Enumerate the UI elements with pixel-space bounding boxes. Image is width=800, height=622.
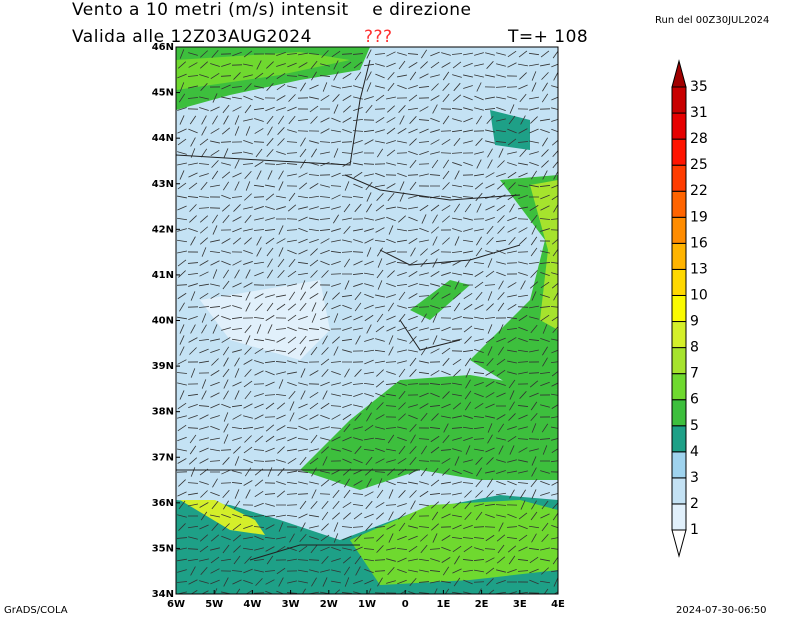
colorbar-box <box>672 295 686 321</box>
colorbar-end <box>672 530 686 556</box>
footer-left: GrADS/COLA <box>4 605 68 616</box>
barb <box>254 593 264 594</box>
lon-label: 4E <box>551 599 565 610</box>
colorbar-label: 28 <box>690 131 708 147</box>
map-field <box>176 47 561 598</box>
lon-label: 2E <box>475 599 489 610</box>
lon-label: 3E <box>513 599 527 610</box>
footer-right: 2024-07-30-06:50 <box>676 605 767 616</box>
lat-label: 38N <box>152 407 174 418</box>
barb <box>287 505 297 506</box>
colorbar-box <box>672 139 686 165</box>
lat-label: 46N <box>152 42 174 53</box>
colorbar-box <box>672 478 686 504</box>
colorbar-box <box>672 113 686 139</box>
lon-label: 6W <box>167 599 185 610</box>
lon-label: 0 <box>402 599 409 610</box>
colorbar-label: 4 <box>690 444 699 460</box>
lon-label: 1E <box>437 599 451 610</box>
colorbar-label: 31 <box>690 105 708 121</box>
colorbar-box <box>672 322 686 348</box>
colorbar-label: 10 <box>690 287 708 303</box>
lat-label: 43N <box>152 179 174 190</box>
colorbar-box <box>672 217 686 243</box>
colorbar-box <box>672 243 686 269</box>
lat-label: 44N <box>152 133 174 144</box>
colorbar-box <box>672 400 686 426</box>
colorbar-label: 22 <box>690 183 708 199</box>
colorbar-box <box>672 504 686 530</box>
barb <box>485 527 495 528</box>
colorbar-label: 9 <box>690 314 699 330</box>
title: Vento a 10 metri (m/s) intensit e direzi… <box>72 0 471 20</box>
barb <box>331 274 341 275</box>
lat-label: 37N <box>152 452 174 463</box>
colorbar-label: 3 <box>690 470 699 486</box>
lat-label: 36N <box>152 498 174 509</box>
colorbar-label: 2 <box>690 496 699 512</box>
colorbar-box <box>672 269 686 295</box>
lat-label: 42N <box>152 224 174 235</box>
colorbar-box <box>672 165 686 191</box>
lon-label: 3W <box>282 599 300 610</box>
valid-time: Valida alle 12Z03AUG2024 <box>72 27 312 47</box>
barb <box>320 494 330 495</box>
barb <box>375 593 385 594</box>
barb <box>397 153 407 154</box>
colorbar-box <box>672 191 686 217</box>
colorbar-label: 13 <box>690 261 708 277</box>
forecast-step: T=+ 108 <box>507 27 588 47</box>
colorbar-label: 19 <box>690 209 708 225</box>
colorbar-label: 5 <box>690 418 699 434</box>
lon-label: 4W <box>243 599 261 610</box>
colorbar-label: 7 <box>690 366 699 382</box>
flag: ??? <box>364 27 393 47</box>
lon-label: 2W <box>320 599 338 610</box>
colorbar-box <box>672 348 686 374</box>
colorbar-label: 1 <box>690 522 699 538</box>
barb <box>364 538 374 539</box>
colorbar-box <box>672 426 686 452</box>
lon-label: 1W <box>358 599 376 610</box>
colorbar-label: 16 <box>690 235 708 251</box>
colorbar-box <box>672 87 686 113</box>
colorbar-box <box>672 374 686 400</box>
colorbar-box <box>672 452 686 478</box>
colorbar-label: 35 <box>690 79 708 95</box>
lat-label: 41N <box>152 270 174 281</box>
lat-label: 40N <box>152 316 174 327</box>
colorbar-label: 25 <box>690 157 708 173</box>
colorbar-label: 8 <box>690 340 699 356</box>
run-label: Run del 00Z30JUL2024 <box>655 15 769 26</box>
colorbar: 1 2 3 4 5 6 7 8 9 10 13 16 19 22 25 28 31 35 <box>672 61 708 556</box>
lon-label: 5W <box>205 599 223 610</box>
lat-label: 45N <box>152 88 174 99</box>
lat-label: 39N <box>152 361 174 372</box>
colorbar-end <box>672 61 686 87</box>
barb <box>474 582 484 583</box>
colorbar-label: 6 <box>690 392 699 408</box>
lat-label: 35N <box>152 543 174 554</box>
barb <box>287 219 297 220</box>
